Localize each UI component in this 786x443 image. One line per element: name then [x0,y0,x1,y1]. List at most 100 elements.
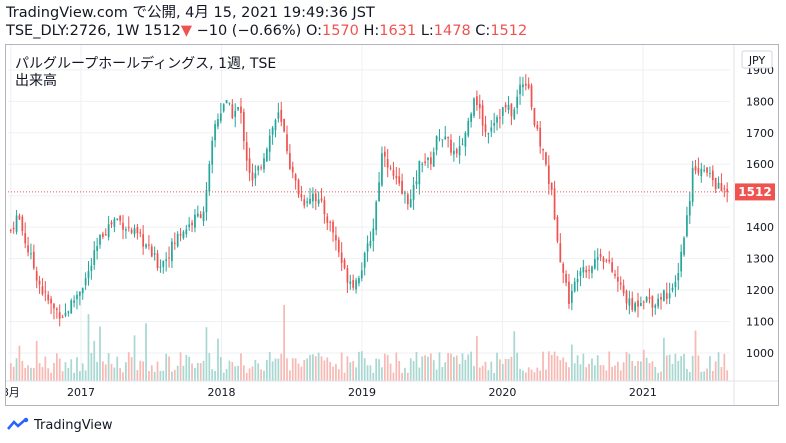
volume-bar [116,356,119,381]
volume-bar [674,353,677,381]
volume-bar [530,369,533,381]
chart-panel[interactable]: 1000110012001300140015001600170018001900… [2,44,779,406]
volume-bar [104,364,107,381]
volume-bar [130,357,133,381]
volume-bar [99,326,101,381]
volume-bar [70,359,73,381]
volume-bar [706,368,708,381]
candle-body [84,278,87,286]
volume-bar [619,370,622,381]
candle-body [565,274,567,283]
candle-body [337,239,340,253]
x-tick-label: 2020 [488,386,516,399]
volume-bar [504,358,507,381]
candle-body [309,198,311,204]
volume-bar [173,369,176,381]
candle-body [317,199,320,204]
volume-bar [47,368,50,381]
candle-body [614,274,616,276]
candle-body [438,138,441,140]
volume-bar [205,327,208,381]
volume-bar [611,366,613,381]
volume-bar [337,369,340,381]
volume-bar [476,336,478,381]
volume-bar [234,366,237,381]
high-label: H: [363,23,380,39]
candle-body [711,170,714,181]
candles [9,74,729,327]
volume-bar [660,371,662,381]
candle-body [320,198,323,201]
candle-body [240,106,242,113]
candle-body [73,300,75,303]
footer-brand[interactable]: TradingView [34,417,113,433]
candle-body [136,227,139,234]
candle-body [496,117,498,123]
volume-bar [450,353,452,381]
volume-bar [668,354,671,381]
candle-body [573,281,576,292]
volume-bar [418,367,421,381]
candle-body [355,280,357,290]
price-chart[interactable]: 1000110012001300140015001600170018001900… [2,45,778,405]
currency-label: JPY [748,54,766,67]
candle-body [473,98,475,116]
volume-bar [703,371,706,381]
candle-body [104,234,107,236]
volume-bar [352,361,355,381]
volume-bar [312,354,314,381]
candle-body [260,167,262,169]
candle-body [41,286,44,295]
volume-bar [665,355,668,381]
volume-bar [263,370,265,381]
grid-lines [8,45,730,381]
volume-bar [680,356,683,381]
candle-body [499,117,501,119]
volume-bar [44,356,47,381]
candle-body [289,152,291,169]
volume-bar [93,340,96,381]
candle-body [395,175,398,179]
volume-bar [245,372,248,381]
candle-body [657,298,660,307]
candle-body [654,305,657,308]
volume-bar [211,369,214,381]
candle-body [32,251,35,269]
candle-body [415,181,418,185]
volume-bar [473,366,475,381]
candle-body [335,235,337,241]
x-tick-label: 2017 [67,386,95,399]
volume-bar [453,356,455,381]
volume-bar [642,349,645,381]
volume-bar [596,355,599,381]
candle-body [677,272,680,281]
candle-body [159,266,162,268]
candle-body [168,257,170,259]
volume-bar [389,363,392,381]
candle-body [96,246,98,251]
volume-bar [711,370,714,381]
candle-body [340,252,343,263]
candle-body [18,215,21,220]
volume-bar [102,361,104,381]
volume-bar [470,351,473,381]
candle-body [706,167,708,173]
candle-body [171,241,173,262]
candle-body [651,295,654,308]
candle-body [450,139,452,153]
candle-body [648,297,651,299]
volume-bar [219,357,222,381]
volume-bar [585,367,588,381]
candle-body [208,164,211,192]
volume-bar [527,367,530,381]
candle-body [194,214,196,228]
volume-bar [358,351,360,381]
volume-bar [651,361,654,381]
volume-bar [320,356,323,381]
candle-body [64,312,67,316]
publish-line: TradingView.com で公開, 4月 15, 2021 19:49:3… [6,5,375,21]
candle-body [182,231,185,239]
candle-body [148,244,150,246]
volume-bar [539,370,542,381]
candle-body [366,243,369,252]
